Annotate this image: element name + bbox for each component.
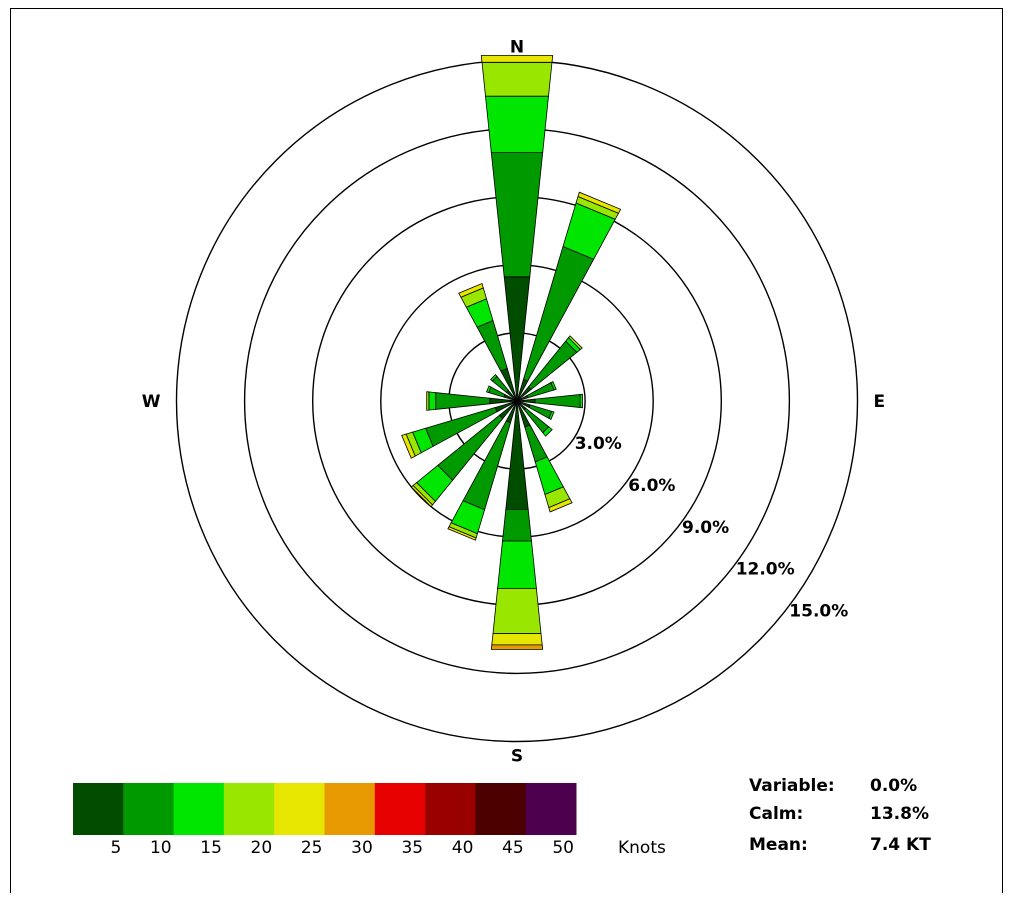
legend-tick-15: 15: [200, 838, 222, 858]
legend-swatch-40: [425, 783, 476, 835]
legend-swatch-50: [525, 783, 577, 835]
petal-45: [516, 335, 583, 402]
legend-units: Knots: [618, 838, 666, 858]
petal-270: [426, 391, 518, 411]
ring-label-4: 12.0%: [736, 560, 795, 580]
legend-tick-35: 35: [401, 838, 423, 858]
legend-swatch-35: [374, 783, 426, 835]
petal-90-bin-15: [579, 393, 583, 409]
compass-N: N: [510, 38, 524, 58]
petal-202.5: [447, 400, 518, 541]
compass-labels: N E S W: [142, 38, 885, 767]
legend-tick-25: 25: [301, 838, 323, 858]
petal-157.5: [516, 400, 573, 513]
petal-22.5: [516, 191, 622, 402]
compass-S: S: [511, 747, 523, 767]
petal-180-bin-30: [490, 644, 544, 650]
legend-swatch-15: [173, 783, 225, 835]
petal-180: [490, 400, 544, 650]
petal-337.5-bin-10: [476, 319, 508, 372]
legend-tick-40: 40: [452, 838, 474, 858]
ring-label-5: 15.0%: [789, 602, 848, 622]
petal-67.5-bin-15: [550, 381, 557, 391]
petal-0-bin-20: [481, 61, 553, 97]
petal-292.5: [485, 385, 518, 402]
stats-panel: Variable: 0.0% Calm: 13.8% Mean: 7.4 KT: [749, 776, 931, 855]
petal-90-bin-10: [534, 394, 581, 408]
petal-247.5-bin-25: [401, 433, 416, 459]
petal-180-bin-10: [502, 508, 532, 542]
ring-label-2: 6.0%: [628, 476, 675, 496]
legend-swatch-10: [123, 783, 175, 835]
petal-0-bin-15: [485, 95, 549, 154]
petal-270-bin-15: [428, 391, 437, 411]
variable-value: 0.0%: [870, 776, 917, 796]
variable-label: Variable:: [749, 776, 835, 796]
petal-270-bin-10: [435, 392, 491, 410]
legend-tick-45: 45: [502, 838, 524, 858]
petal-315-bin-15: [490, 374, 498, 382]
ring-label-3: 9.0%: [682, 518, 729, 538]
petal-247.5: [401, 400, 518, 459]
petal-0: [480, 55, 554, 402]
petal-0-bin-25: [480, 55, 554, 63]
petal-180-bin-20: [492, 588, 542, 634]
petal-315: [490, 374, 518, 402]
legend-tick-50: 50: [552, 838, 574, 858]
petal-337.5-bin-25: [458, 282, 484, 298]
petal-270-bin-20: [426, 391, 430, 411]
petal-225-bin-25: [410, 484, 434, 508]
petal-135-bin-15: [542, 426, 553, 437]
petal-112.5-bin-15: [548, 410, 555, 420]
petal-90: [516, 393, 583, 409]
ring-labels: 3.0% 6.0% 9.0% 12.0% 15.0%: [575, 434, 849, 622]
petal-337.5: [458, 282, 518, 402]
legend-swatch-20: [223, 783, 275, 835]
petal-180-bin-25: [491, 633, 543, 646]
legend-tick-10: 10: [150, 838, 172, 858]
ring-label-1: 3.0%: [575, 434, 622, 454]
chart-frame: [10, 8, 1003, 893]
compass-E: E: [874, 392, 886, 412]
petal-45-bin-20: [567, 335, 583, 351]
calm-value: 13.8%: [870, 804, 929, 824]
wind-petals: [401, 55, 622, 650]
speed-legend: 5 10 15 20 25 30 35 40 45 50 Knots: [73, 783, 666, 858]
compass-W: W: [142, 392, 161, 412]
petal-22.5-bin-25: [577, 191, 622, 214]
petal-112.5: [516, 400, 555, 420]
mean-value: 7.4 KT: [870, 835, 931, 855]
legend-swatch-30: [324, 783, 376, 835]
calm-label: Calm:: [749, 804, 803, 824]
petal-180-bin-15: [497, 540, 537, 589]
petal-202.5-bin-25: [447, 526, 477, 541]
petal-67.5: [516, 381, 557, 402]
petal-0-bin-10: [490, 152, 544, 278]
legend-tick-20: 20: [251, 838, 273, 858]
legend-tick-5: 5: [110, 838, 121, 858]
legend-tick-30: 30: [351, 838, 373, 858]
legend-swatch-25: [274, 783, 325, 835]
petal-135: [516, 400, 553, 437]
mean-label: Mean:: [749, 835, 808, 855]
petal-292.5-bin-15: [485, 385, 492, 394]
legend-swatch-45: [475, 783, 527, 835]
petal-157.5-bin-25: [548, 498, 573, 513]
petal-225: [410, 400, 518, 508]
legend-swatch-5: [73, 783, 124, 835]
